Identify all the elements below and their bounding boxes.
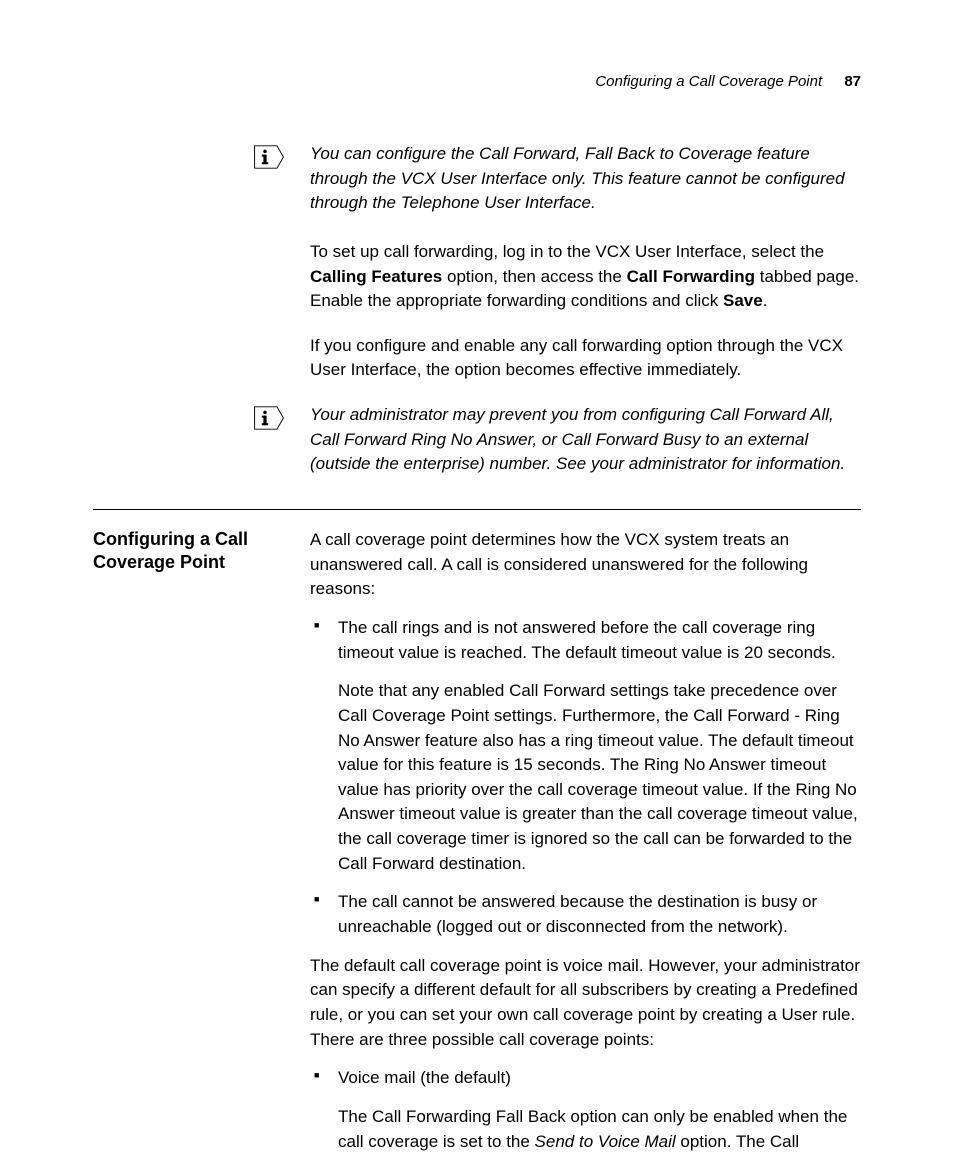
default-paragraph: The default call coverage point is voice… xyxy=(310,954,861,1053)
info-note-2: Your administrator may prevent you from … xyxy=(93,403,861,477)
info-icon xyxy=(93,142,298,216)
reason-list: The call rings and is not answered befor… xyxy=(310,616,861,940)
note-2-text: Your administrator may prevent you from … xyxy=(298,403,861,477)
bullet-sub-note: Note that any enabled Call Forward setti… xyxy=(338,679,861,876)
section-row: Configuring a Call Coverage Point A call… xyxy=(93,528,861,1168)
bullet-sub-note: The Call Forwarding Fall Back option can… xyxy=(338,1105,861,1154)
section-intro: A call coverage point determines how the… xyxy=(310,528,861,602)
list-item: The call cannot be answered because the … xyxy=(310,890,861,939)
info-note-1: You can configure the Call Forward, Fall… xyxy=(93,142,861,216)
content-area: You can configure the Call Forward, Fall… xyxy=(93,142,861,1168)
note-1-text: You can configure the Call Forward, Fall… xyxy=(298,142,861,216)
info-icon xyxy=(93,403,298,477)
effective-paragraph: If you configure and enable any call for… xyxy=(310,334,861,383)
setup-paragraph: To set up call forwarding, log in to the… xyxy=(310,240,861,314)
coverage-points-list: Voice mail (the default) The Call Forwar… xyxy=(310,1066,861,1154)
section-body: A call coverage point determines how the… xyxy=(298,528,861,1168)
header-title: Configuring a Call Coverage Point xyxy=(595,73,822,90)
page-number: 87 xyxy=(844,73,861,90)
list-item: Voice mail (the default) The Call Forwar… xyxy=(310,1066,861,1154)
list-item: The call rings and is not answered befor… xyxy=(310,616,861,876)
running-header: Configuring a Call Coverage Point 87 xyxy=(595,73,861,90)
section-divider xyxy=(93,509,861,510)
section-heading: Configuring a Call Coverage Point xyxy=(93,528,298,1168)
